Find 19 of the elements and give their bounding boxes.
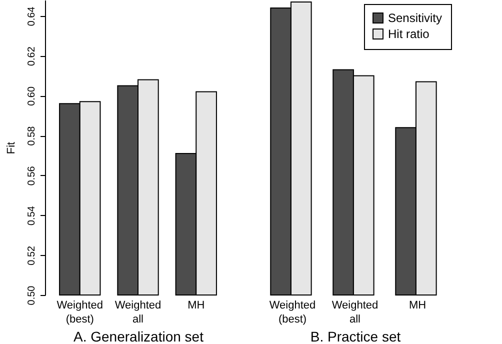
y-tick-label: 0.64 <box>26 6 38 26</box>
x-axis-title: A. Generalization set <box>74 328 204 344</box>
y-tick-label: 0.54 <box>26 206 38 226</box>
y-tick-label: 0.62 <box>26 46 38 66</box>
y-tick-label: 0.56 <box>26 166 38 186</box>
y-axis-title: Fit <box>6 142 18 154</box>
x-tick-label: MH <box>188 300 205 312</box>
legend-label: Hit ratio <box>388 27 430 41</box>
y-tick-label: 0.58 <box>26 126 38 146</box>
x-tick-label: MH <box>408 300 426 312</box>
y-tick-label: 0.60 <box>26 86 38 106</box>
x-tick-label: Weighted all <box>332 300 378 326</box>
x-tick-label: Weighted (best) <box>56 300 104 326</box>
x-tick-label: Weighted (best) <box>269 300 316 326</box>
y-tick-label: 0.52 <box>26 245 38 266</box>
x-tick-label: Weighted all <box>114 300 162 326</box>
y-tick-label: 0.50 <box>26 285 38 306</box>
x-axis-title: B. Practice set <box>310 328 401 344</box>
legend-label: Sensitivity <box>388 11 442 25</box>
